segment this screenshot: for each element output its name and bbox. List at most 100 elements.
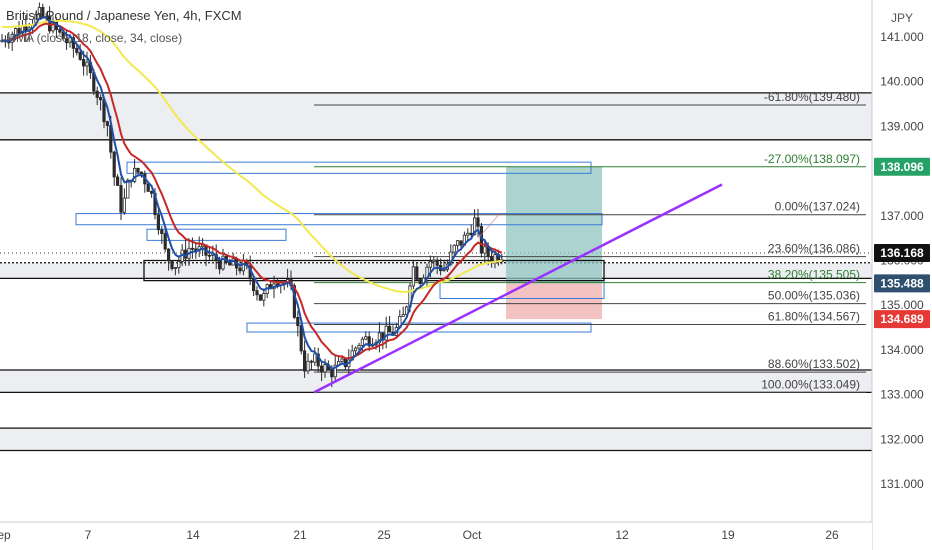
candle-body bbox=[119, 185, 123, 213]
candle-body bbox=[37, 7, 42, 16]
candle-body bbox=[360, 338, 365, 346]
candle-body bbox=[302, 350, 307, 372]
price-badge bbox=[874, 274, 930, 293]
time-tick-label: 12 bbox=[615, 528, 629, 542]
candle-body bbox=[78, 52, 82, 60]
candle-body bbox=[99, 97, 103, 101]
fib-level-label: 50.00%(135.036) bbox=[768, 289, 860, 303]
candle-body bbox=[170, 260, 174, 269]
candle-body bbox=[95, 90, 99, 98]
fib-level-label: 61.80%(134.567) bbox=[768, 310, 860, 324]
price-tick-label: 141.000 bbox=[880, 30, 924, 44]
candle-body bbox=[146, 183, 150, 192]
candle-body bbox=[177, 260, 181, 268]
price-badge bbox=[874, 243, 930, 262]
price-badge-label: 136.168 bbox=[880, 246, 924, 260]
candle-body bbox=[200, 244, 205, 248]
ma-mid-line bbox=[1, 22, 503, 360]
fib-level-label: -61.80%(139.480) bbox=[764, 90, 860, 104]
candle-body bbox=[343, 358, 348, 368]
price-badge-label: 135.488 bbox=[880, 276, 924, 290]
candle-body bbox=[255, 290, 259, 296]
candle-body bbox=[258, 294, 263, 301]
candle-body bbox=[459, 240, 463, 246]
candle-body bbox=[251, 278, 256, 292]
candle-body bbox=[340, 358, 344, 362]
currency-label: JPY bbox=[891, 11, 913, 25]
level-band bbox=[0, 428, 872, 451]
fib-level-label: -27.00%(138.097) bbox=[764, 152, 860, 166]
price-tick-label: 137.000 bbox=[880, 209, 924, 223]
candle-body bbox=[65, 38, 69, 44]
candle-body bbox=[432, 259, 436, 262]
candle-body bbox=[132, 167, 137, 182]
candle-body bbox=[75, 47, 79, 53]
fib-level-label: 88.60%(133.502) bbox=[768, 357, 860, 371]
candle-body bbox=[493, 254, 497, 262]
candle-body bbox=[149, 191, 154, 194]
price-badge-label: 134.689 bbox=[880, 312, 924, 326]
candle-body bbox=[435, 259, 439, 266]
candle-body bbox=[112, 151, 116, 178]
price-tick-label: 139.000 bbox=[880, 119, 924, 133]
candle-body bbox=[333, 364, 337, 378]
candle-body bbox=[262, 293, 266, 301]
time-tick-label: 21 bbox=[293, 528, 307, 542]
candle-body bbox=[411, 266, 416, 287]
candle-body bbox=[139, 171, 143, 175]
candle-body bbox=[217, 260, 222, 270]
candle-body bbox=[41, 7, 45, 18]
candle-body bbox=[455, 240, 460, 246]
candle-body bbox=[306, 360, 310, 372]
zone-rectangle bbox=[75, 213, 603, 226]
candle-body bbox=[319, 365, 324, 373]
fib-level-label: 23.60%(136.086) bbox=[768, 242, 860, 256]
time-tick-label: ep bbox=[0, 528, 11, 542]
candle-body bbox=[489, 255, 494, 262]
candle-body bbox=[228, 261, 232, 266]
candle-body bbox=[387, 325, 392, 333]
candle-body bbox=[472, 217, 477, 236]
price-tick-label: 140.000 bbox=[880, 75, 924, 89]
candle-body bbox=[241, 260, 245, 272]
zone-rectangle bbox=[246, 322, 592, 333]
candle-body bbox=[357, 345, 361, 349]
candle-body bbox=[418, 279, 422, 284]
candle-body bbox=[116, 176, 120, 186]
projection-segment bbox=[477, 213, 501, 239]
candle-body bbox=[82, 59, 86, 67]
candle-body bbox=[469, 232, 473, 236]
price-tick-label: 134.000 bbox=[880, 343, 924, 357]
candle-body bbox=[313, 353, 317, 363]
fib-level-label: 100.00%(133.049) bbox=[761, 377, 860, 391]
time-tick-label: 7 bbox=[85, 528, 92, 542]
candle-body bbox=[452, 244, 456, 253]
candle-body bbox=[166, 248, 171, 262]
stop-zone bbox=[506, 283, 602, 320]
candle-body bbox=[299, 325, 303, 352]
ma-fast-line bbox=[1, 16, 503, 371]
candle-body bbox=[483, 246, 487, 254]
candle-body bbox=[309, 360, 314, 363]
candle-body bbox=[238, 267, 242, 272]
candle-body bbox=[156, 214, 160, 231]
time-tick-label: 26 bbox=[825, 528, 839, 542]
price-tick-label: 133.000 bbox=[880, 388, 924, 402]
candle-body bbox=[296, 316, 300, 327]
time-tick-label: 25 bbox=[377, 528, 391, 542]
candle-body bbox=[275, 283, 280, 286]
candle-body bbox=[367, 336, 371, 347]
zone-rectangle bbox=[126, 161, 592, 174]
candle-body bbox=[330, 368, 334, 378]
candle-body bbox=[353, 347, 358, 352]
fib-level-label: 38.20%(135.505) bbox=[768, 268, 860, 282]
candle-body bbox=[323, 364, 327, 373]
candle-body bbox=[384, 325, 388, 341]
price-badge-label: 138.096 bbox=[880, 160, 924, 174]
time-tick-label: 19 bbox=[721, 528, 735, 542]
candle-body bbox=[105, 121, 109, 126]
time-tick-label: 14 bbox=[186, 528, 200, 542]
level-band bbox=[0, 92, 872, 140]
